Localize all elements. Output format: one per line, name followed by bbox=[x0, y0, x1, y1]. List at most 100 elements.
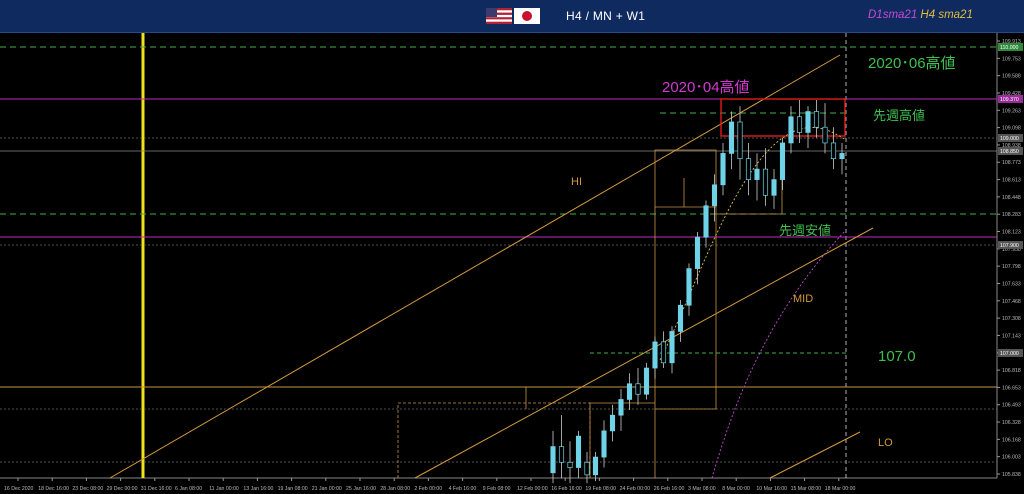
candle-body bbox=[584, 461, 590, 476]
y-tick-label: 106.818 bbox=[1002, 368, 1021, 374]
candle-body bbox=[779, 142, 786, 180]
channel-lower-line bbox=[769, 431, 861, 479]
price-tag bbox=[998, 147, 1023, 155]
x-tick-label: 18 Mar 00:00 bbox=[825, 486, 856, 492]
candle-body bbox=[703, 205, 709, 238]
candle-body bbox=[558, 446, 565, 463]
candle-body bbox=[788, 116, 794, 144]
candle-body bbox=[567, 461, 573, 468]
candle-body bbox=[652, 341, 658, 369]
price-tag bbox=[998, 241, 1023, 249]
last-week-range-box bbox=[720, 98, 846, 137]
annotation-level-107: 107.0 bbox=[878, 348, 916, 365]
x-tick-label: 3 Mar 08:00 bbox=[688, 486, 716, 492]
monthly-box-3 bbox=[654, 149, 717, 478]
candle-body bbox=[754, 168, 760, 180]
x-tick-label: 15 Mar 08:00 bbox=[791, 486, 822, 492]
y-tick-label: 107.633 bbox=[1002, 281, 1021, 287]
candle-body bbox=[677, 304, 684, 332]
candle-body bbox=[796, 116, 803, 133]
candle-body bbox=[728, 121, 735, 154]
y-tick-label: 107.143 bbox=[1002, 333, 1021, 339]
y-tick-label: 106.653 bbox=[1002, 385, 1021, 391]
x-tick-label: 28 Jan 08:00 bbox=[380, 486, 410, 492]
candle-body bbox=[601, 430, 607, 458]
candle-body bbox=[805, 111, 811, 133]
x-tick-label: 21 Jan 00:00 bbox=[312, 486, 342, 492]
price-tag-label: 107.000 bbox=[1000, 351, 1019, 357]
candle-body bbox=[711, 184, 718, 207]
y-tick-label: 107.798 bbox=[1002, 264, 1021, 270]
candle-body bbox=[694, 236, 701, 269]
chart-header-bar bbox=[0, 0, 1024, 33]
x-tick-label: 18 Dec 16:00 bbox=[38, 486, 69, 492]
candle-body bbox=[771, 179, 777, 196]
candle-body bbox=[575, 435, 582, 468]
annotation-last-week-low: 先週安値 bbox=[779, 223, 831, 238]
monthly-box-1 bbox=[397, 402, 591, 478]
candle-body bbox=[737, 121, 743, 159]
channel-upper-line bbox=[109, 54, 841, 479]
price-tag-label: 109.000 bbox=[1000, 136, 1019, 142]
plot-area bbox=[0, 33, 997, 478]
y-tick-label: 109.428 bbox=[1002, 91, 1021, 97]
monthly-box-2 bbox=[589, 402, 655, 478]
us-flag-icon bbox=[486, 8, 512, 24]
x-tick-label: 13 Jan 16:00 bbox=[243, 486, 273, 492]
price-tag-label: 110.000 bbox=[1000, 45, 1018, 51]
candle-body bbox=[686, 268, 692, 306]
x-tick-label: 9 Feb 08:00 bbox=[483, 486, 511, 492]
price-tag bbox=[998, 95, 1023, 103]
sma-d1-line bbox=[711, 229, 847, 479]
candle-body bbox=[635, 383, 641, 395]
y-tick-label: 108.448 bbox=[1002, 195, 1021, 201]
candle-body bbox=[839, 153, 845, 159]
x-tick-label: 26 Feb 16:00 bbox=[654, 486, 685, 492]
candle-body bbox=[720, 153, 726, 186]
candle-body bbox=[813, 111, 820, 128]
candle-body bbox=[550, 446, 556, 474]
x-tick-label: 29 Dec 00:00 bbox=[107, 486, 138, 492]
y-tick-label: 108.283 bbox=[1002, 212, 1021, 218]
price-tag-label: 109.370 bbox=[1000, 97, 1019, 103]
indicator-d1-label: D1sma21 bbox=[868, 9, 918, 21]
x-tick-label: 4 Feb 16:00 bbox=[449, 486, 477, 492]
indicator-legend: D1sma21 H4 sma21 bbox=[868, 9, 973, 21]
channel-mid-line bbox=[414, 227, 874, 479]
y-tick-label: 106.003 bbox=[1002, 455, 1021, 461]
y-tick-label: 109.098 bbox=[1002, 126, 1021, 132]
y-tick-label: 106.168 bbox=[1002, 437, 1021, 443]
price-tag bbox=[998, 43, 1023, 51]
y-tick-label: 108.123 bbox=[1002, 230, 1021, 236]
x-tick-label: 31 Dec 16:00 bbox=[141, 486, 172, 492]
y-tick-label: 109.753 bbox=[1002, 56, 1021, 62]
x-tick-label: 24 Feb 00:00 bbox=[620, 486, 651, 492]
y-tick-label: 105.838 bbox=[1002, 472, 1021, 478]
y-tick-label: 109.913 bbox=[1002, 39, 1021, 45]
annotation-lo: LO bbox=[878, 437, 893, 449]
price-tag-label: 108.850 bbox=[1000, 149, 1019, 155]
annotation-2020-04-high: 2020･04高値 bbox=[662, 79, 750, 96]
x-tick-label: 6 Jan 08:00 bbox=[175, 486, 202, 492]
x-tick-label: 16 Dec 2020 bbox=[4, 486, 34, 492]
candle-body bbox=[669, 331, 675, 364]
price-tag bbox=[998, 349, 1023, 357]
candle-body bbox=[643, 367, 650, 395]
jp-flag-icon bbox=[514, 8, 540, 24]
candle-body bbox=[822, 126, 828, 144]
y-tick-label: 106.493 bbox=[1002, 403, 1021, 409]
x-tick-label: 12 Feb 00:00 bbox=[517, 486, 548, 492]
annotation-2020-06-high: 2020･06高値 bbox=[868, 55, 956, 72]
x-tick-label: 8 Mar 00:00 bbox=[722, 486, 750, 492]
x-tick-label: 2 Feb 00:00 bbox=[414, 486, 442, 492]
x-tick-label: 19 Jan 08:00 bbox=[278, 486, 308, 492]
annotation-last-week-high: 先週高値 bbox=[873, 108, 925, 123]
y-tick-label: 108.773 bbox=[1002, 160, 1021, 166]
y-tick-label: 107.958 bbox=[1002, 247, 1021, 253]
y-tick-label: 107.308 bbox=[1002, 316, 1021, 322]
annotation-hi: HI bbox=[571, 176, 582, 188]
indicator-h4-label: H4 sma21 bbox=[920, 9, 973, 21]
y-tick-label: 106.328 bbox=[1002, 420, 1021, 426]
candle-body bbox=[618, 399, 624, 416]
